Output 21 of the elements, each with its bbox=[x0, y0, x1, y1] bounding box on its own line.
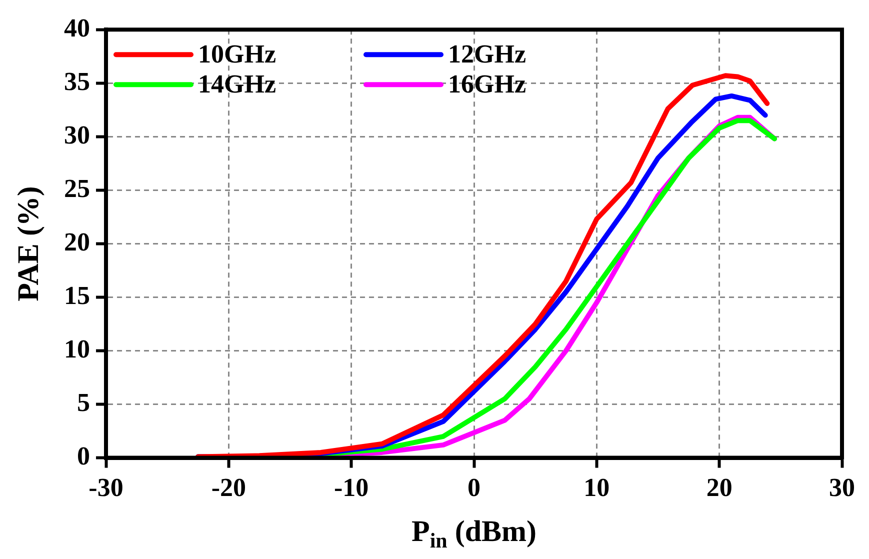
legend-label: 16GHz bbox=[448, 69, 526, 98]
x-tick-label: 10 bbox=[584, 473, 610, 502]
y-tick-label: 20 bbox=[64, 227, 90, 256]
legend-label: 10GHz bbox=[198, 39, 276, 68]
legend-label: 12GHz bbox=[448, 39, 526, 68]
x-tick-label: 0 bbox=[468, 473, 480, 502]
y-tick-label: 5 bbox=[77, 388, 90, 417]
y-axis-title: PAE (%) bbox=[12, 186, 45, 302]
y-tick-label: 30 bbox=[64, 120, 90, 150]
y-tick-label: 40 bbox=[64, 13, 90, 42]
x-tick-label: 20 bbox=[706, 473, 732, 502]
x-tick-label: -30 bbox=[88, 473, 124, 502]
y-tick-label: 15 bbox=[64, 280, 90, 310]
y-tick-label: 0 bbox=[77, 442, 90, 471]
y-tick-label: 25 bbox=[64, 174, 90, 203]
x-tick-label: 30 bbox=[829, 473, 855, 502]
x-tick-label: -10 bbox=[334, 473, 369, 502]
legend-label: 14GHz bbox=[198, 69, 276, 98]
x-tick-label: -20 bbox=[211, 473, 246, 502]
y-tick-label: 10 bbox=[64, 334, 90, 364]
y-tick-label: 35 bbox=[64, 66, 90, 96]
